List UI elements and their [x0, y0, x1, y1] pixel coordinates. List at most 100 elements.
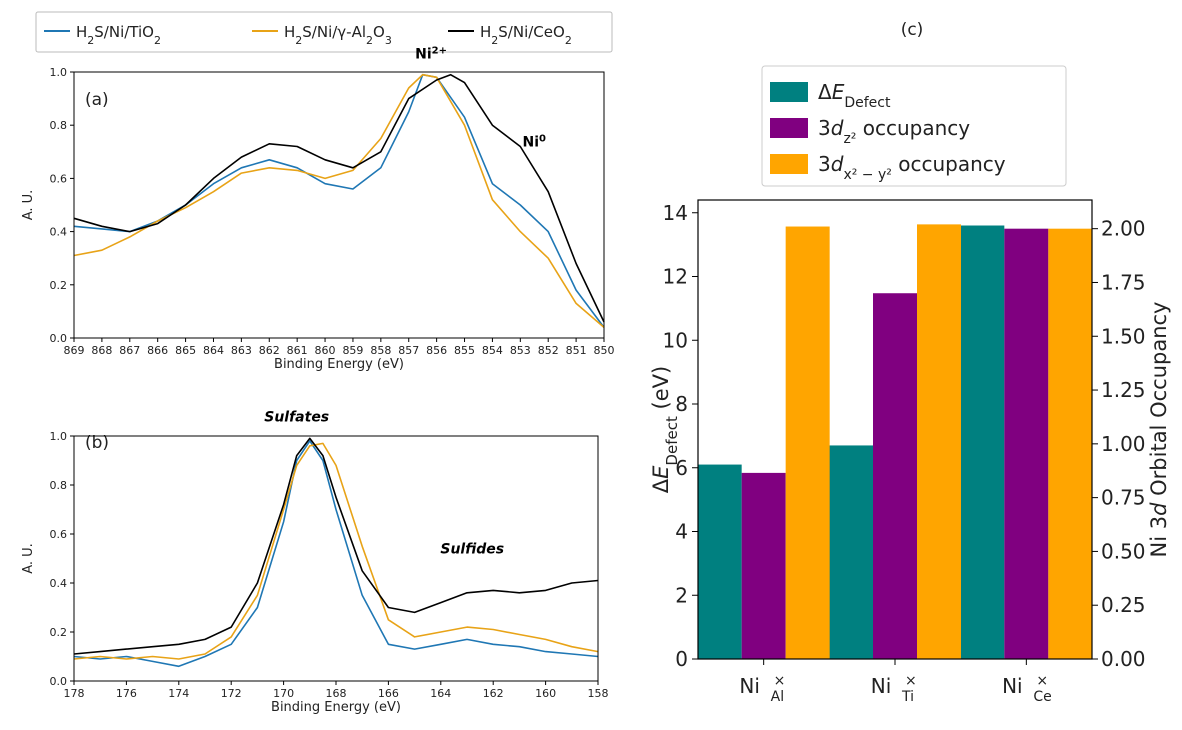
x-tick-label: 850 — [594, 344, 615, 357]
y-right-tick-label: 1.25 — [1101, 378, 1146, 402]
bar-2-1 — [917, 224, 961, 660]
x-axis-label: Binding Energy (eV) — [274, 357, 404, 372]
y-tick-label: 0.4 — [50, 577, 68, 590]
x-tick-label: 858 — [370, 344, 391, 357]
series-line-a-2 — [73, 73, 605, 323]
x-tick-label: 168 — [326, 687, 347, 700]
x-tick-label: 857 — [398, 344, 419, 357]
x-tick-label: 164 — [430, 687, 451, 700]
panel-label-a: (a) — [85, 90, 109, 110]
x-tick-label: 856 — [426, 344, 447, 357]
x-tick-label: 867 — [119, 344, 140, 357]
x-tick-label: 868 — [91, 344, 112, 357]
legend-swatch-0 — [770, 82, 808, 102]
legend-swatch-2 — [770, 154, 808, 174]
y-right-tick-label: 0.00 — [1101, 647, 1146, 671]
bar-1-1 — [873, 293, 917, 659]
bar-0-0 — [697, 464, 742, 659]
y-right-tick-label: 1.75 — [1101, 270, 1146, 294]
series-line-b-2 — [73, 437, 599, 655]
y-tick-label: 0.0 — [50, 675, 68, 688]
y-tick-label: 0.8 — [50, 479, 68, 492]
x-tick-label: 166 — [378, 687, 399, 700]
category-label-2: Ni — [1002, 674, 1023, 698]
x-tick-label: 172 — [221, 687, 242, 700]
bar-0-2 — [960, 225, 1005, 659]
legend-swatch-1 — [770, 118, 808, 138]
bar-2-2 — [1048, 228, 1093, 659]
panel-label-b: (b) — [85, 433, 109, 453]
x-tick-label: 860 — [315, 344, 336, 357]
x-tick-label: 853 — [510, 344, 531, 357]
legend-entry-ceo2: H2S/Ni/CeO2 — [448, 23, 572, 47]
annotation-0: Sulfates — [264, 409, 329, 425]
y-right-tick-label: 2.00 — [1101, 217, 1146, 241]
y-tick-label: 1.0 — [50, 430, 68, 443]
x-tick-label: 863 — [231, 344, 252, 357]
bar-1-0 — [741, 472, 786, 659]
legend-c: ΔEDefect 3dz² occupancy 3dx² − y² occupanc… — [761, 65, 1067, 187]
y-left-tick-label: 2 — [675, 583, 688, 607]
x-tick-label: 178 — [64, 687, 85, 700]
x-tick-label: 869 — [64, 344, 85, 357]
category-sup-0: × — [774, 673, 786, 689]
y-right-tick-label: 0.50 — [1101, 539, 1146, 563]
legend-label-al2o3: H2S/Ni/γ-Al2O3 — [284, 23, 392, 47]
y-tick-label: 0.2 — [50, 626, 68, 639]
y-left-axis-label: ΔEDefect (eV) — [649, 366, 681, 493]
annotation-0: Ni2+ — [415, 45, 447, 63]
y-left-tick-label: 4 — [675, 520, 688, 544]
y-left-tick-label: 8 — [675, 392, 688, 416]
series-line-a-0 — [73, 73, 605, 328]
y-tick-label: 0.8 — [50, 119, 68, 132]
category-sup-1: × — [905, 673, 917, 689]
y-right-axis-label: Ni 3d Orbital Occupancy — [1147, 302, 1171, 558]
y-tick-label: 1.0 — [50, 66, 68, 79]
series-line-b-1 — [73, 442, 599, 660]
annotation-1: Sulfides — [440, 542, 504, 558]
x-tick-label: 170 — [273, 687, 294, 700]
x-tick-label: 158 — [588, 687, 609, 700]
y-left-tick-label: 0 — [675, 647, 688, 671]
bar-0-1 — [829, 445, 873, 659]
panel-c: (c) ΔEDefect 3dz² occupancy 3dx² − y² occu… — [649, 20, 1171, 705]
series-line-a-1 — [73, 73, 605, 329]
y-right-tick-label: 0.75 — [1101, 486, 1146, 510]
x-tick-label: 865 — [175, 344, 196, 357]
legend-label-1: 3dz² occupancy — [818, 116, 970, 147]
y-axis-label: A. U. — [21, 543, 36, 574]
category-sub-2: Ce — [1033, 689, 1051, 705]
legend-label-2: 3dx² − y² occupancy — [818, 152, 1006, 183]
legend-entry-al2o3: H2S/Ni/γ-Al2O3 — [252, 23, 392, 47]
legend-label-0: ΔEDefect — [818, 80, 891, 111]
y-tick-label: 0.6 — [50, 172, 68, 185]
category-label-0: Ni — [739, 674, 760, 698]
y-left-tick-label: 12 — [663, 265, 688, 289]
x-tick-label: 859 — [342, 344, 363, 357]
x-tick-label: 852 — [538, 344, 559, 357]
y-tick-label: 0.0 — [50, 332, 68, 345]
legend-label-tio2: H2S/Ni/TiO2 — [76, 23, 161, 47]
y-left-tick-label: 14 — [663, 201, 688, 225]
panel-b: (b) 178 176 174 172 170 168 166 164 162 160 158 0.0… — [21, 409, 609, 715]
x-tick-label: 176 — [116, 687, 137, 700]
legend-entry-tio2: H2S/Ni/TiO2 — [44, 23, 161, 47]
y-tick-label: 0.4 — [50, 226, 68, 239]
plot-frame — [73, 71, 605, 339]
annotation-1: Ni0 — [523, 133, 547, 151]
y-right-tick-label: 1.50 — [1101, 324, 1146, 348]
category-sub-0: Al — [771, 689, 784, 705]
y-axis-label: A. U. — [21, 190, 36, 221]
x-tick-label: 861 — [287, 344, 308, 357]
bar-1-2 — [1004, 228, 1049, 659]
x-tick-label: 851 — [566, 344, 587, 357]
x-tick-label: 854 — [482, 344, 503, 357]
category-sub-1: Ti — [901, 689, 914, 705]
y-right-tick-label: 1.00 — [1101, 432, 1146, 456]
panel-label-c: (c) — [901, 20, 924, 40]
x-tick-label: 162 — [483, 687, 504, 700]
x-tick-label: 855 — [454, 344, 475, 357]
x-tick-label: 174 — [168, 687, 189, 700]
panel-a: (a) 869 868 867 866 865 864 863 862 861 860 859 858… — [21, 45, 615, 372]
